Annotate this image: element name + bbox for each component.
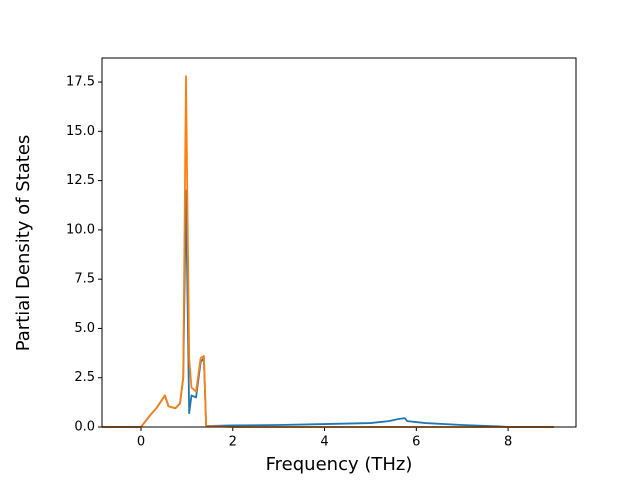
x-tick-label: 0 xyxy=(137,435,145,450)
line-series xyxy=(102,75,554,428)
y-tick-label: 0.0 xyxy=(74,420,95,435)
x-tick-label: 8 xyxy=(504,435,512,450)
y-tick-label: 15.0 xyxy=(66,124,95,139)
x-axis-label: Frequency (THz) xyxy=(266,454,413,475)
x-tick-label: 6 xyxy=(412,435,420,450)
y-tick-label: 5.0 xyxy=(74,321,95,336)
y-tick-label: 10.0 xyxy=(66,222,95,237)
y-tick-label: 12.5 xyxy=(66,173,95,188)
plot-frame xyxy=(101,57,577,428)
x-tick-label: 2 xyxy=(229,435,237,450)
y-tick-label: 17.5 xyxy=(66,75,95,90)
y-tick-label: 7.5 xyxy=(74,272,95,287)
y-axis-label: Partial Density of States xyxy=(13,135,34,352)
y-tick-label: 2.5 xyxy=(74,370,95,385)
x-tick-label: 4 xyxy=(320,435,328,450)
line-series xyxy=(102,189,554,428)
